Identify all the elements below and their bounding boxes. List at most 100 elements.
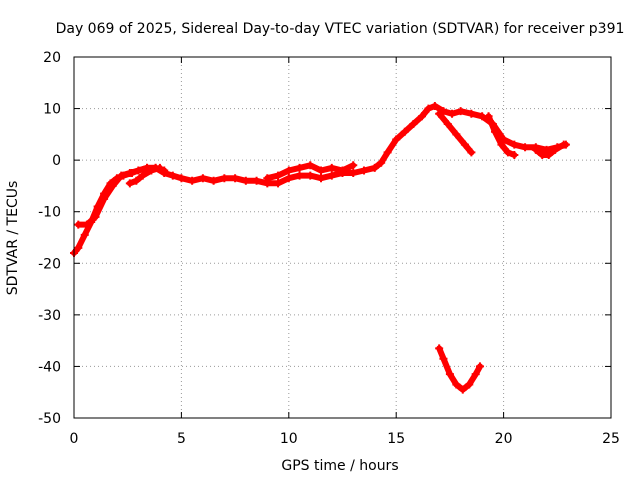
y-tick-label: -10 bbox=[38, 205, 61, 221]
data-point bbox=[467, 109, 476, 118]
data-point bbox=[160, 166, 169, 175]
data-point bbox=[409, 120, 418, 129]
data-point bbox=[198, 174, 207, 183]
data-point bbox=[188, 176, 197, 185]
data-point bbox=[317, 174, 326, 183]
x-tick-label: 15 bbox=[387, 431, 405, 447]
data-point bbox=[445, 370, 454, 379]
data-point bbox=[274, 171, 283, 180]
data-point bbox=[359, 166, 368, 175]
data-point bbox=[263, 174, 272, 183]
data-point bbox=[80, 230, 89, 239]
data-point bbox=[448, 109, 457, 118]
data-point bbox=[443, 120, 452, 129]
grid-layer bbox=[74, 57, 611, 418]
data-point bbox=[465, 380, 474, 389]
data-point bbox=[392, 135, 401, 144]
data-point bbox=[435, 109, 444, 118]
data-point bbox=[370, 163, 379, 172]
y-tick-label: 10 bbox=[43, 102, 61, 118]
y-tick-label: -20 bbox=[38, 256, 61, 272]
data-point bbox=[439, 354, 448, 363]
data-point bbox=[284, 174, 293, 183]
y-tick-label: -40 bbox=[38, 359, 61, 375]
data-point bbox=[521, 143, 530, 152]
data-point bbox=[510, 150, 519, 159]
x-tick-label: 25 bbox=[602, 431, 620, 447]
data-point bbox=[484, 112, 493, 121]
data-point bbox=[220, 174, 229, 183]
data-point bbox=[383, 148, 392, 157]
data-point bbox=[551, 145, 560, 154]
data-point bbox=[491, 127, 500, 136]
data-point bbox=[456, 107, 465, 116]
data-point bbox=[147, 166, 156, 175]
data-point bbox=[452, 380, 461, 389]
data-point bbox=[74, 220, 83, 229]
x-tick-label: 10 bbox=[280, 431, 298, 447]
y-tick-label: 20 bbox=[43, 50, 61, 66]
data-point bbox=[155, 163, 164, 172]
x-tick-label: 20 bbox=[495, 431, 513, 447]
data-point bbox=[510, 140, 519, 149]
y-axis-label: SDTVAR / TECUs bbox=[5, 181, 21, 296]
data-point bbox=[82, 220, 91, 229]
y-tick-label: 0 bbox=[52, 153, 61, 169]
plot-frame bbox=[73, 56, 612, 419]
data-point bbox=[108, 181, 117, 190]
data-point bbox=[559, 140, 568, 149]
data-point bbox=[475, 362, 484, 371]
data-point bbox=[306, 171, 315, 180]
data-point bbox=[117, 171, 126, 180]
data-point bbox=[531, 145, 540, 154]
data-point bbox=[430, 101, 439, 110]
data-point bbox=[125, 179, 134, 188]
data-point bbox=[460, 140, 469, 149]
data-point bbox=[241, 176, 250, 185]
x-tick-label: 5 bbox=[177, 431, 186, 447]
data-point bbox=[471, 370, 480, 379]
y-tick-label: -30 bbox=[38, 308, 61, 324]
data-point bbox=[417, 112, 426, 121]
data-point bbox=[467, 148, 476, 157]
data-point bbox=[338, 166, 347, 175]
data-point bbox=[74, 243, 83, 252]
data-point bbox=[327, 171, 336, 180]
series-isolated-arc bbox=[436, 345, 483, 393]
data-point bbox=[134, 166, 143, 175]
data-point bbox=[295, 163, 304, 172]
data-point bbox=[377, 158, 386, 167]
data-point bbox=[452, 130, 461, 139]
data-point bbox=[209, 176, 218, 185]
data-point bbox=[284, 166, 293, 175]
data-point bbox=[400, 127, 409, 136]
y-tick-label: -50 bbox=[38, 411, 61, 427]
data-point bbox=[327, 163, 336, 172]
data-point bbox=[349, 169, 358, 178]
x-tick-label: 0 bbox=[70, 431, 79, 447]
data-point bbox=[349, 161, 358, 170]
data-point bbox=[306, 161, 315, 170]
data-point bbox=[132, 176, 141, 185]
data-point bbox=[435, 344, 444, 353]
data-point bbox=[100, 194, 109, 203]
series-layer bbox=[70, 101, 570, 394]
data-point bbox=[177, 174, 186, 183]
chart-title: Day 069 of 2025, Sidereal Day-to-day VTE… bbox=[56, 21, 625, 37]
tick-layer bbox=[73, 56, 612, 419]
data-point bbox=[295, 171, 304, 180]
data-point bbox=[91, 212, 100, 221]
data-point bbox=[125, 169, 134, 178]
data-point bbox=[317, 166, 326, 175]
data-point bbox=[544, 150, 553, 159]
data-point bbox=[252, 176, 261, 185]
tick-label-layer: 0 5 10 15 20 25 -50 -40 -30 -20 -10 0 10 20 bbox=[38, 50, 620, 447]
data-point bbox=[274, 179, 283, 188]
x-axis-label: GPS time / hours bbox=[281, 458, 398, 474]
data-point bbox=[497, 140, 506, 149]
data-point bbox=[138, 171, 147, 180]
data-point bbox=[424, 104, 433, 113]
data-point bbox=[168, 171, 177, 180]
